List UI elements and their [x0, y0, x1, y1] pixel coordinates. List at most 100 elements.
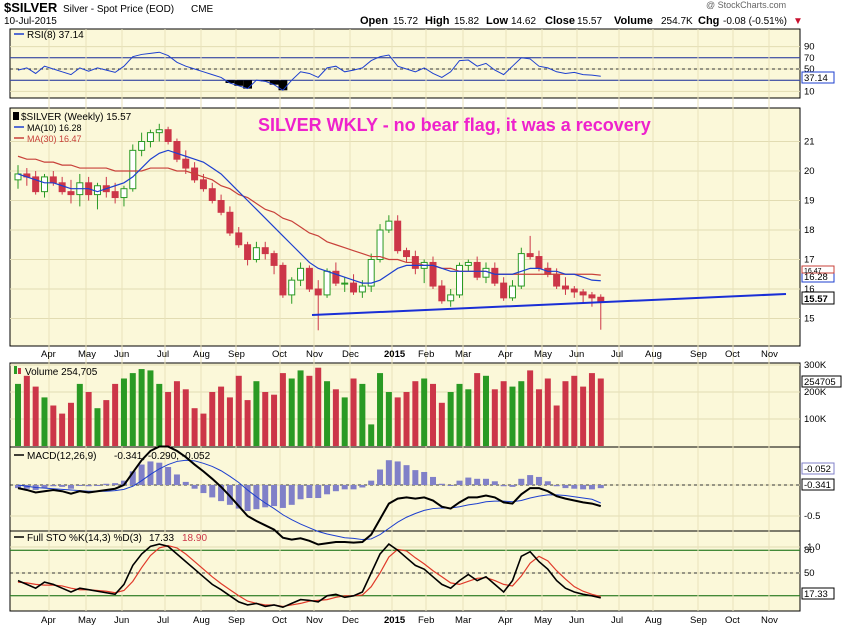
volume-bar — [535, 389, 542, 446]
volume-bar — [597, 378, 604, 446]
svg-text:-0.052: -0.052 — [804, 464, 831, 475]
macd-histogram-bar — [85, 485, 92, 487]
volume-value-box: 254705 — [801, 375, 842, 388]
rsi-oversold-fill — [234, 80, 244, 86]
volume-bar — [85, 392, 92, 446]
volume-bar — [447, 392, 454, 446]
axis-tick-label: 21 — [804, 137, 815, 148]
candle-body — [438, 285, 446, 302]
sto-legend: Full STO %K(14,3) %D(3) 17.33 18.90 — [14, 533, 207, 544]
sto-panel — [9, 530, 801, 612]
volume-bar — [385, 392, 392, 446]
chg-label: Chg — [698, 15, 719, 27]
volume-bar — [23, 375, 30, 446]
macd-histogram-bar — [165, 467, 172, 485]
sto-k-value: 17.33 — [149, 533, 174, 544]
x-axis-month-label: Jun — [114, 349, 129, 360]
x-axis-month-label: Mar — [455, 349, 471, 360]
volume-bar — [544, 378, 551, 446]
macd-histogram-bar — [138, 464, 145, 485]
macd-histogram-bar — [447, 485, 454, 486]
volume-bar — [182, 389, 189, 446]
volume-bar — [297, 370, 304, 446]
volume-bar — [553, 405, 560, 446]
rsi-oversold-fill — [278, 80, 288, 91]
volume-bar — [509, 386, 516, 446]
macd-histogram-bar — [67, 485, 74, 489]
x-axis-month-label: Jun — [569, 615, 584, 626]
macd-histogram-bar — [385, 460, 392, 485]
candle-body — [67, 191, 75, 196]
candle-body — [526, 253, 534, 258]
volume-bar — [262, 392, 269, 446]
candle-body — [173, 141, 181, 160]
rsi-oversold-fill — [269, 80, 279, 85]
macd-histogram-bar — [156, 462, 163, 485]
macd-histogram-bar — [182, 481, 189, 485]
x-axis-month-label: Apr — [41, 615, 56, 626]
volume-bar — [588, 373, 595, 446]
candle-body — [129, 149, 137, 190]
macd-histogram-bar — [279, 485, 286, 508]
rsi-value-box: 37.14 — [801, 71, 835, 84]
macd-histogram-bar — [562, 485, 569, 489]
chart-date: 10-Jul-2015 — [4, 16, 57, 27]
x-axis-month-label: Sep — [228, 349, 245, 360]
volume-bar — [394, 397, 401, 446]
x-axis-month-label: Apr — [498, 349, 513, 360]
axis-layer: 907050301021201918171615300K200K100K0.0-… — [41, 42, 827, 626]
candle-body — [500, 282, 508, 299]
volume-bar — [580, 386, 587, 446]
macd-histogram-bar — [218, 485, 225, 502]
ohlc-readout: Open 15.72 High 15.82 Low 14.62 Close 15… — [360, 15, 803, 27]
candle-body — [358, 285, 366, 293]
chg-value: -0.08 (-0.51%) — [723, 16, 787, 27]
macd-histogram-bar — [94, 485, 101, 486]
macd-histogram-bar — [324, 485, 331, 495]
ma30-value-box: 16.47 — [801, 265, 835, 275]
macd-histogram-bar — [332, 485, 339, 492]
macd-histogram-bar — [315, 485, 322, 499]
candle-body — [482, 267, 490, 278]
candle-body — [597, 296, 605, 303]
macd-histogram-bar — [59, 485, 66, 487]
volume-bar — [341, 397, 348, 446]
volume-bar — [59, 413, 66, 446]
axis-tick-label: 70 — [804, 53, 815, 64]
macd-histogram-bar — [200, 485, 207, 494]
volume-bar — [350, 378, 357, 446]
candle-body — [182, 158, 190, 169]
candle-body — [508, 285, 516, 299]
low-label: Low — [486, 15, 508, 27]
rsi-fill-layer — [225, 80, 288, 91]
volume-bar — [147, 370, 154, 446]
volume-bar — [438, 402, 445, 446]
macd-histogram-bar — [147, 461, 154, 485]
sto-k-line — [17, 543, 601, 609]
candle-body — [164, 129, 172, 142]
volume-bar — [482, 375, 489, 446]
candle-body — [288, 279, 296, 296]
volume-bar — [226, 397, 233, 446]
x-axis-month-label: Oct — [272, 615, 287, 626]
macd-histogram-bar — [403, 465, 410, 485]
macd-histogram-bar — [306, 485, 313, 499]
svg-text:17.33: 17.33 — [804, 589, 828, 600]
volume-bar — [156, 383, 163, 446]
volume-bar — [209, 392, 216, 446]
svg-text:15.57: 15.57 — [804, 294, 828, 305]
price-series-label: $SILVER (Weekly) 15.57 — [21, 112, 132, 123]
volume-bar — [518, 381, 525, 446]
x-axis-month-label: Mar — [455, 615, 471, 626]
volume-bar — [377, 373, 384, 446]
candle-body — [517, 253, 525, 287]
volume-bar — [103, 400, 110, 446]
volume-bar — [474, 373, 481, 446]
open-value: 15.72 — [393, 16, 418, 27]
macd-histogram-bar — [412, 470, 419, 485]
volume-bar — [430, 383, 437, 446]
x-axis-month-label: Feb — [418, 349, 434, 360]
x-axis-month-label: 2015 — [384, 615, 406, 626]
ma30-label: MA(30) 16.47 — [27, 134, 82, 144]
chg-down-icon: ▼ — [793, 16, 803, 27]
